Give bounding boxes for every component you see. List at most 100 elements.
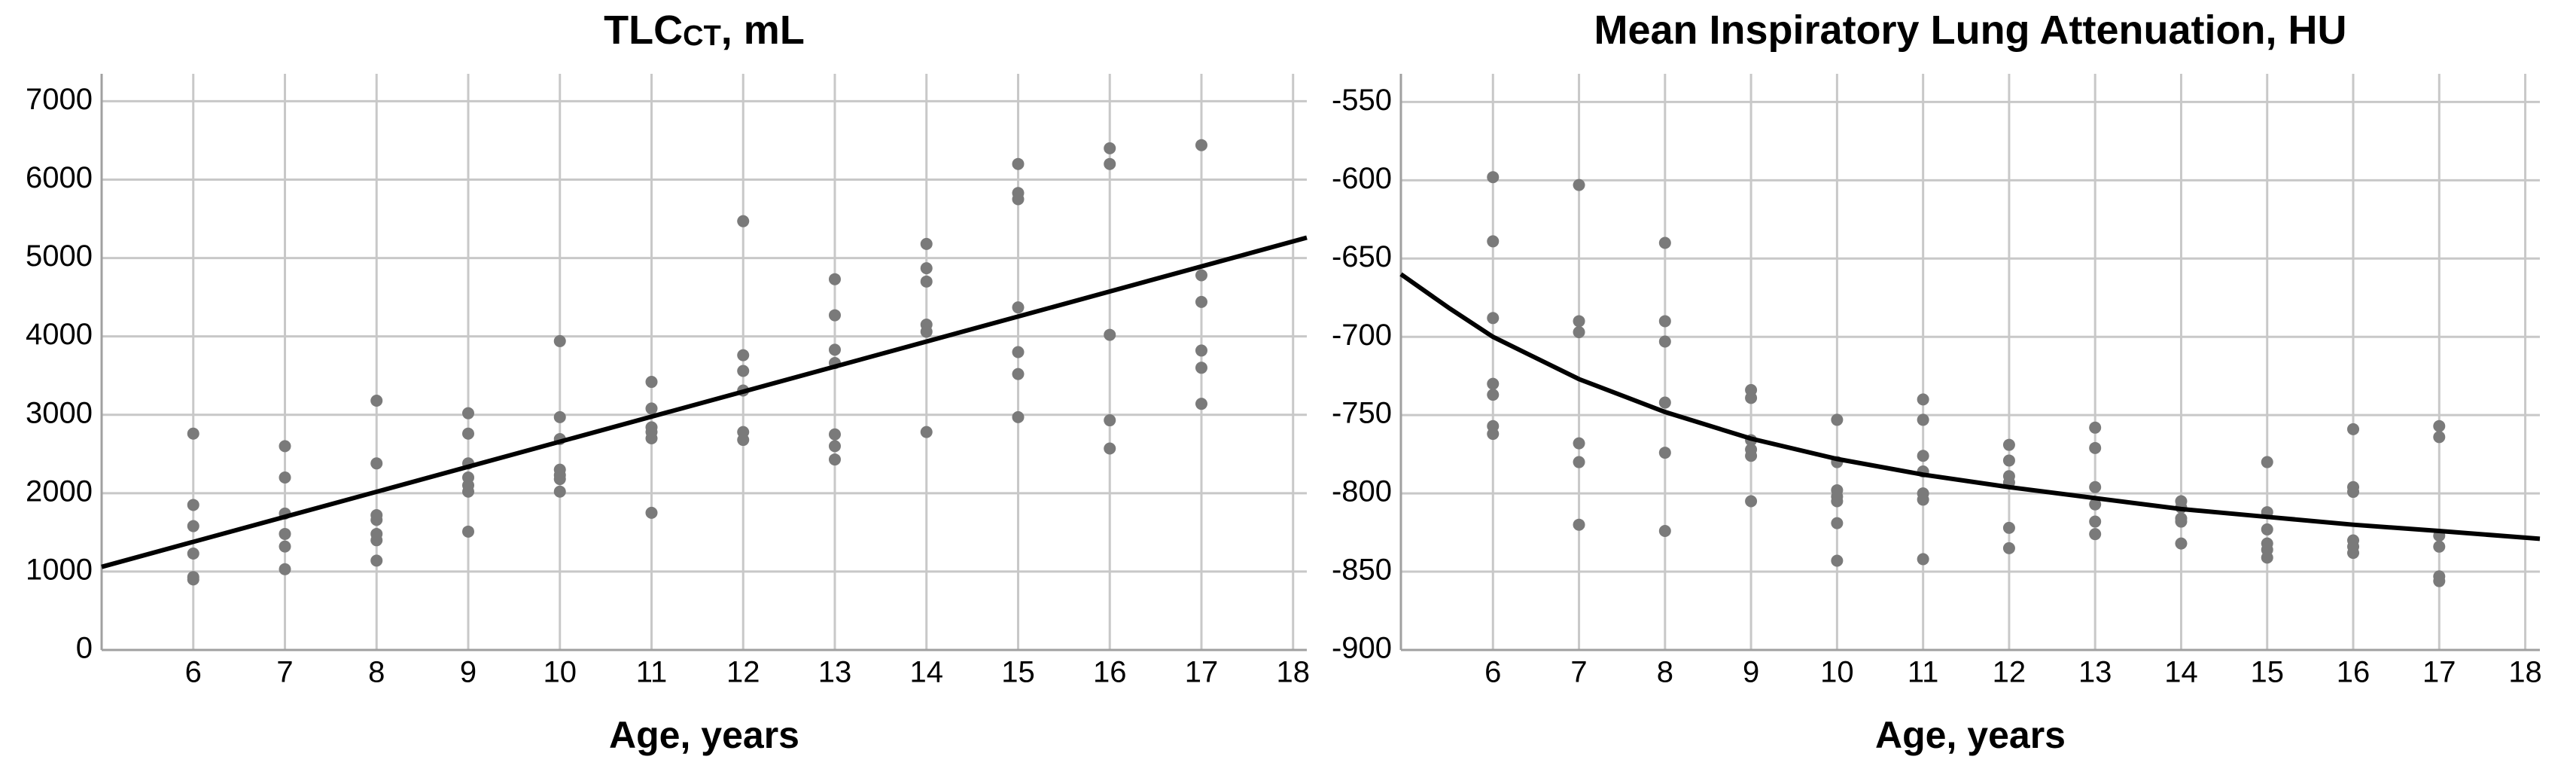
y-tick-label: 3000 bbox=[26, 396, 93, 429]
data-point bbox=[370, 395, 383, 407]
chart-title: Mean Inspiratory Lung Attenuation, HU bbox=[1594, 8, 2346, 53]
x-tick-label: 15 bbox=[2250, 656, 2284, 689]
data-point bbox=[2433, 575, 2446, 587]
data-point bbox=[2089, 498, 2102, 511]
x-tick-label: 12 bbox=[1993, 656, 2026, 689]
y-tick-label: 5000 bbox=[26, 240, 93, 273]
x-tick-label: 17 bbox=[2422, 656, 2456, 689]
data-point bbox=[2347, 423, 2360, 435]
y-tick-label: -850 bbox=[1332, 554, 1392, 587]
data-point bbox=[1012, 346, 1025, 358]
data-point bbox=[1831, 517, 1844, 529]
data-point bbox=[1195, 269, 1207, 282]
data-point bbox=[370, 514, 383, 526]
data-point bbox=[920, 426, 933, 438]
y-tick-label: -600 bbox=[1332, 162, 1392, 195]
data-point bbox=[1917, 553, 1929, 566]
data-point bbox=[1658, 335, 1671, 348]
data-point bbox=[1658, 315, 1671, 328]
data-point bbox=[828, 273, 841, 285]
chart: TLCCT, mL Age, years 0 1000 2000 3000 4000 5000… bbox=[26, 8, 1310, 756]
data-point bbox=[1573, 326, 1585, 339]
data-point bbox=[370, 554, 383, 567]
data-point bbox=[2261, 551, 2273, 564]
data-point bbox=[1104, 414, 1116, 427]
data-point bbox=[737, 215, 750, 227]
y-tick-label: 2000 bbox=[26, 474, 93, 508]
data-point bbox=[1831, 413, 1844, 426]
data-point bbox=[1487, 171, 1500, 184]
data-point bbox=[1917, 413, 1929, 426]
data-point bbox=[370, 534, 383, 547]
y-tick-label: -650 bbox=[1332, 240, 1392, 273]
x-tick-label: 14 bbox=[2164, 656, 2198, 689]
data-point bbox=[645, 376, 658, 389]
data-point bbox=[1745, 392, 1758, 404]
x-tick-label: 7 bbox=[276, 656, 293, 689]
data-point bbox=[1831, 495, 1844, 508]
fit-line bbox=[1399, 272, 2541, 542]
data-point bbox=[1573, 518, 1585, 531]
y-tick-label: 0 bbox=[76, 632, 93, 665]
data-point bbox=[461, 407, 474, 420]
chart: Mean Inspiratory Lung Attenuation, HU Age… bbox=[1332, 8, 2542, 756]
data-point bbox=[2347, 486, 2360, 499]
data-point bbox=[187, 499, 199, 511]
data-point bbox=[645, 402, 658, 415]
data-point bbox=[2433, 431, 2446, 444]
chart-title: TLCCT, mL bbox=[604, 8, 805, 53]
data-point bbox=[187, 547, 199, 560]
data-point bbox=[828, 309, 841, 322]
data-point bbox=[1104, 142, 1116, 154]
x-tick-label: 9 bbox=[1743, 656, 1759, 689]
data-point bbox=[1195, 139, 1207, 151]
data-point bbox=[1917, 493, 1929, 506]
data-point bbox=[920, 237, 933, 250]
data-point bbox=[1573, 178, 1585, 191]
data-point bbox=[187, 427, 199, 440]
data-point bbox=[2261, 456, 2273, 468]
x-tick-label: 13 bbox=[2078, 656, 2112, 689]
data-point bbox=[1487, 377, 1500, 390]
x-tick-label: 18 bbox=[1276, 656, 1310, 689]
data-point bbox=[1658, 447, 1671, 459]
x-tick-label: 6 bbox=[1484, 656, 1501, 689]
data-point bbox=[2089, 421, 2102, 434]
data-point bbox=[1012, 193, 1025, 206]
x-tick-label: 11 bbox=[636, 656, 668, 689]
data-point bbox=[1745, 450, 1758, 462]
y-tick-label: -750 bbox=[1332, 397, 1392, 430]
x-axis-label: Age, years bbox=[609, 714, 799, 756]
x-tick-label: 12 bbox=[726, 656, 760, 689]
data-point bbox=[279, 540, 291, 553]
data-point bbox=[1104, 328, 1116, 341]
data-point bbox=[187, 520, 199, 532]
data-point bbox=[2433, 420, 2446, 432]
data-point bbox=[553, 334, 566, 347]
x-tick-label: 6 bbox=[185, 656, 202, 689]
x-tick-label: 9 bbox=[460, 656, 477, 689]
data-point bbox=[1487, 235, 1500, 248]
data-point bbox=[1831, 554, 1844, 567]
x-tick-label: 14 bbox=[909, 656, 943, 689]
x-tick-label: 16 bbox=[2337, 656, 2370, 689]
data-point bbox=[737, 365, 750, 377]
title-part: Mean Inspiratory Lung Attenuation, HU bbox=[1594, 8, 2346, 53]
data-point bbox=[2175, 537, 2188, 550]
data-point bbox=[737, 434, 750, 447]
data-point bbox=[1195, 344, 1207, 357]
data-point bbox=[1658, 236, 1671, 249]
data-point bbox=[279, 527, 291, 540]
y-tick-label: -900 bbox=[1332, 632, 1392, 665]
data-point bbox=[1012, 157, 1025, 170]
data-point bbox=[370, 457, 383, 470]
data-point bbox=[1195, 362, 1207, 374]
data-point bbox=[1195, 295, 1207, 308]
data-point bbox=[1745, 495, 1758, 508]
x-tick-label: 8 bbox=[368, 656, 385, 689]
data-point bbox=[2089, 481, 2102, 493]
data-point bbox=[920, 275, 933, 288]
y-tick-label: -700 bbox=[1332, 319, 1392, 352]
